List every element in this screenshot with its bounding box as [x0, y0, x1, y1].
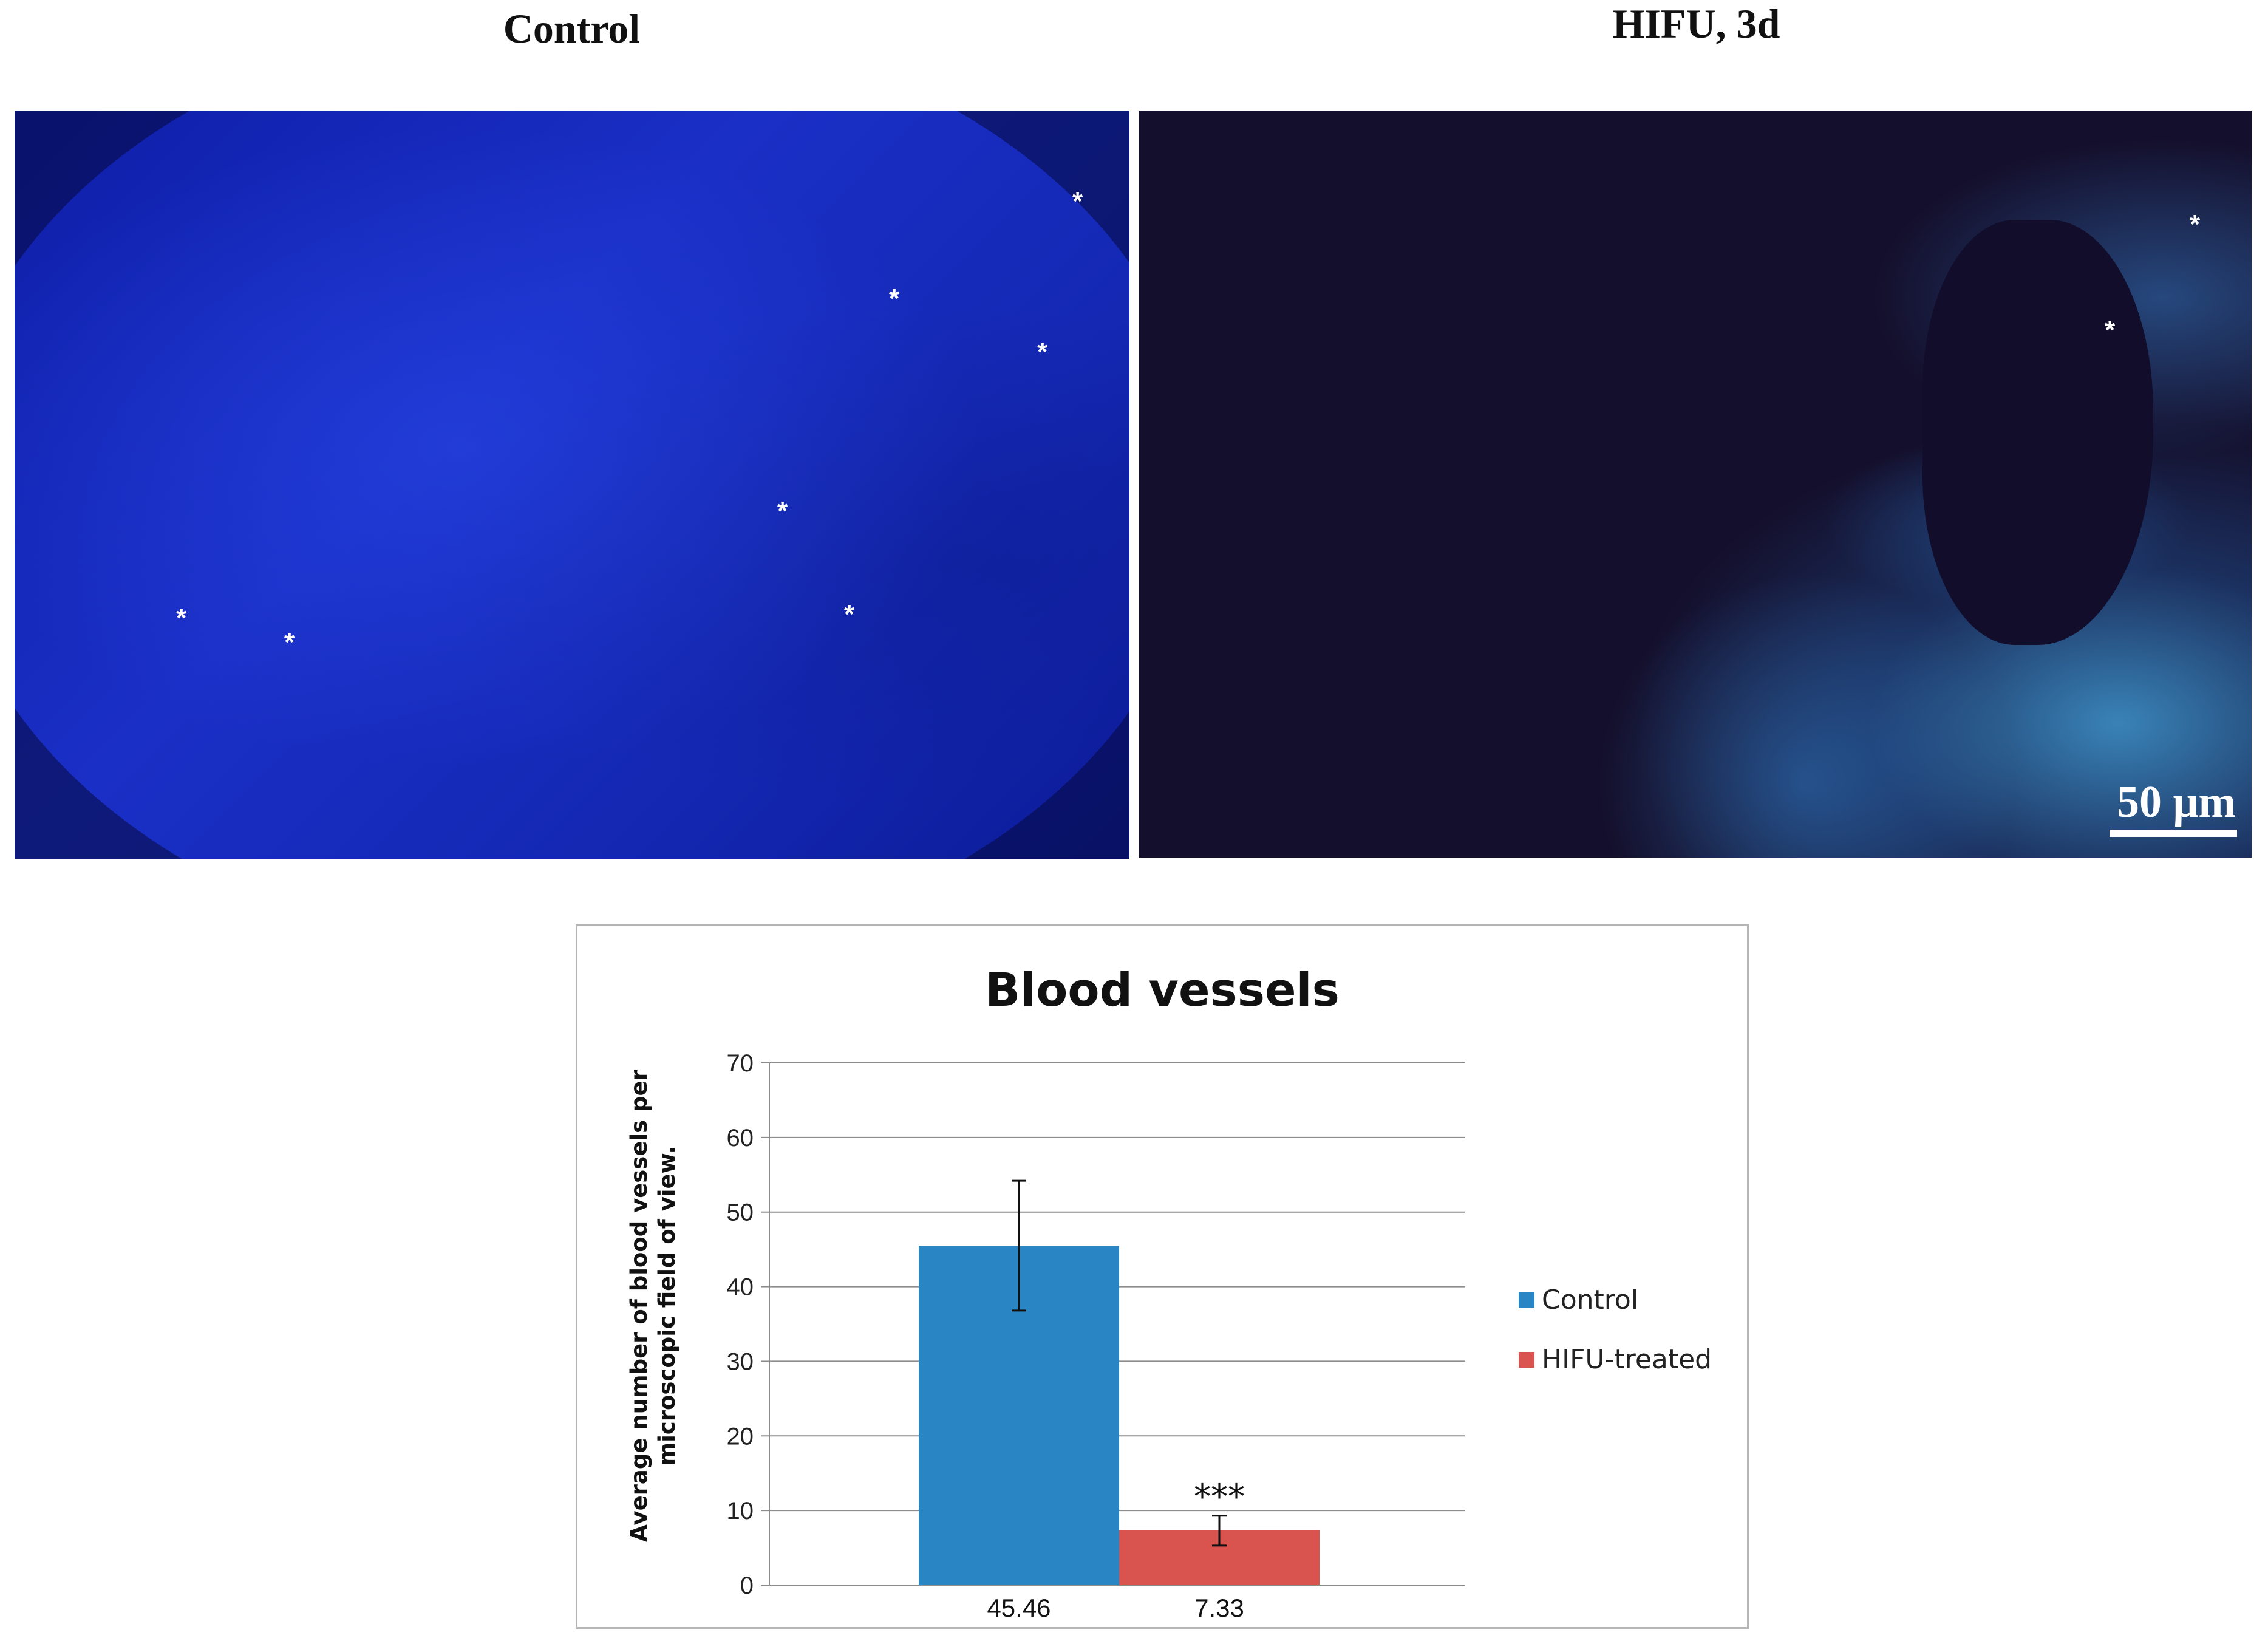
- control-panel-title: Control: [503, 5, 641, 52]
- vessel-marker: *: [2105, 315, 2116, 345]
- y-tick-label: 20: [727, 1423, 754, 1450]
- scale-bar: [2110, 830, 2237, 837]
- legend-item-hifu: HIFU-treated: [1519, 1344, 1712, 1375]
- necrotic-region: [1922, 220, 2153, 645]
- vessel-marker: *: [1072, 186, 1083, 216]
- vessel-marker: *: [284, 627, 295, 657]
- control-micrograph: * * * * * * *: [15, 111, 1129, 859]
- bar-chart: Blood vessels Average number of blood ve…: [576, 924, 1749, 1629]
- vessel-marker: *: [777, 496, 788, 526]
- vessel-marker: *: [844, 599, 855, 629]
- vessel-marker: *: [2190, 210, 2201, 239]
- y-tick-label: 60: [727, 1125, 754, 1151]
- y-tick-label: 40: [727, 1274, 754, 1301]
- vessel-marker: *: [1037, 337, 1048, 367]
- significance-marker: ***: [1194, 1478, 1245, 1517]
- hifu-panel-title: HIFU, 3d: [1612, 1, 1780, 47]
- vessel-marker: *: [176, 603, 187, 633]
- vessel-marker: *: [889, 284, 900, 313]
- scale-bar-label: 50 μm: [2116, 777, 2236, 827]
- data-label: 7.33: [1194, 1594, 1244, 1622]
- legend-swatch-control: [1519, 1292, 1534, 1308]
- legend-item-control: Control: [1519, 1284, 1638, 1315]
- y-tick-label: 70: [727, 1050, 754, 1077]
- data-label: 45.46: [987, 1594, 1051, 1622]
- legend-swatch-hifu: [1519, 1351, 1534, 1368]
- chart-plot-area: 0 10 20 30 40 50 60 70 45.46 7.33 ***: [727, 1050, 1465, 1622]
- y-tick-label: 10: [727, 1498, 754, 1524]
- chart-title: Blood vessels: [985, 963, 1340, 1017]
- y-tick-label: 30: [727, 1348, 754, 1375]
- legend-label-control: Control: [1542, 1284, 1639, 1315]
- y-tick-label: 0: [740, 1572, 754, 1599]
- legend-label-hifu: HIFU-treated: [1542, 1344, 1712, 1375]
- hifu-micrograph: * * 50 μm: [1139, 111, 2252, 858]
- y-tick-label: 50: [727, 1199, 754, 1226]
